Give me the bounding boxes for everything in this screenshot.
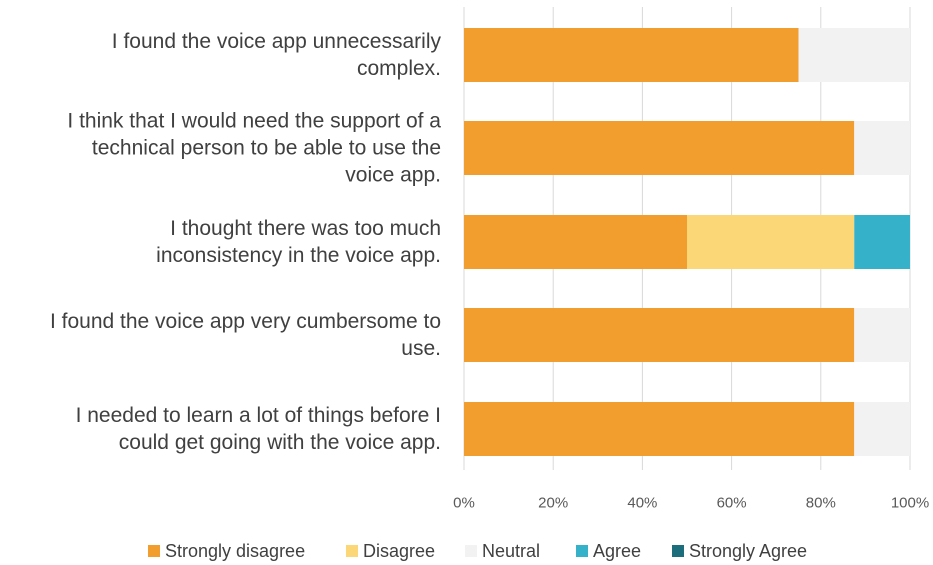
legend-label: Strongly disagree — [165, 541, 305, 561]
legend-label: Strongly Agree — [689, 541, 807, 561]
category-labels: I found the voice app unnecessarily compl… — [50, 30, 442, 454]
legend-label: Agree — [593, 541, 641, 561]
category-label: I needed to learn a lot of things before… — [76, 404, 441, 427]
x-tick-label: 80% — [806, 495, 836, 512]
category-label: could get going with the voice app. — [119, 431, 441, 454]
x-tick-label: 0% — [453, 495, 475, 512]
bars — [464, 28, 910, 456]
category-label: voice app. — [345, 164, 441, 187]
category-label: use. — [401, 337, 441, 360]
bar-segment — [464, 308, 855, 362]
bar-segment — [854, 402, 910, 456]
legend-swatch — [576, 545, 588, 557]
category-label: I found the voice app unnecessarily — [112, 30, 442, 53]
category-label: inconsistency in the voice app. — [156, 244, 441, 267]
bar-segment — [464, 402, 855, 456]
legend-swatch — [148, 545, 160, 557]
category-label: technical person to be able to use the — [92, 137, 441, 160]
x-tick-label: 20% — [538, 495, 568, 512]
category-label: I thought there was too much — [170, 217, 441, 240]
bar-segment — [464, 28, 799, 82]
bar-segment — [854, 121, 910, 175]
category-label: I found the voice app very cumbersome to — [50, 310, 441, 333]
bar-segment — [464, 121, 855, 175]
legend-swatch — [465, 545, 477, 557]
legend: Strongly disagree Disagree Neutral Agree Str… — [148, 541, 807, 561]
x-tick-label: 40% — [627, 495, 657, 512]
bar-segment — [464, 215, 687, 269]
legend-label: Neutral — [482, 541, 540, 561]
x-axis-ticks: 0% 20% 40% 60% 80% 100% — [453, 495, 929, 512]
category-label: complex. — [357, 57, 441, 80]
legend-swatch — [672, 545, 684, 557]
x-tick-label: 60% — [717, 495, 747, 512]
legend-swatch — [346, 545, 358, 557]
bar-segment — [687, 215, 855, 269]
bar-segment — [798, 28, 910, 82]
x-tick-label: 100% — [891, 495, 929, 512]
bar-segment — [854, 215, 910, 269]
category-label: I think that I would need the support of… — [67, 110, 441, 133]
legend-label: Disagree — [363, 541, 435, 561]
bar-segment — [854, 308, 910, 362]
